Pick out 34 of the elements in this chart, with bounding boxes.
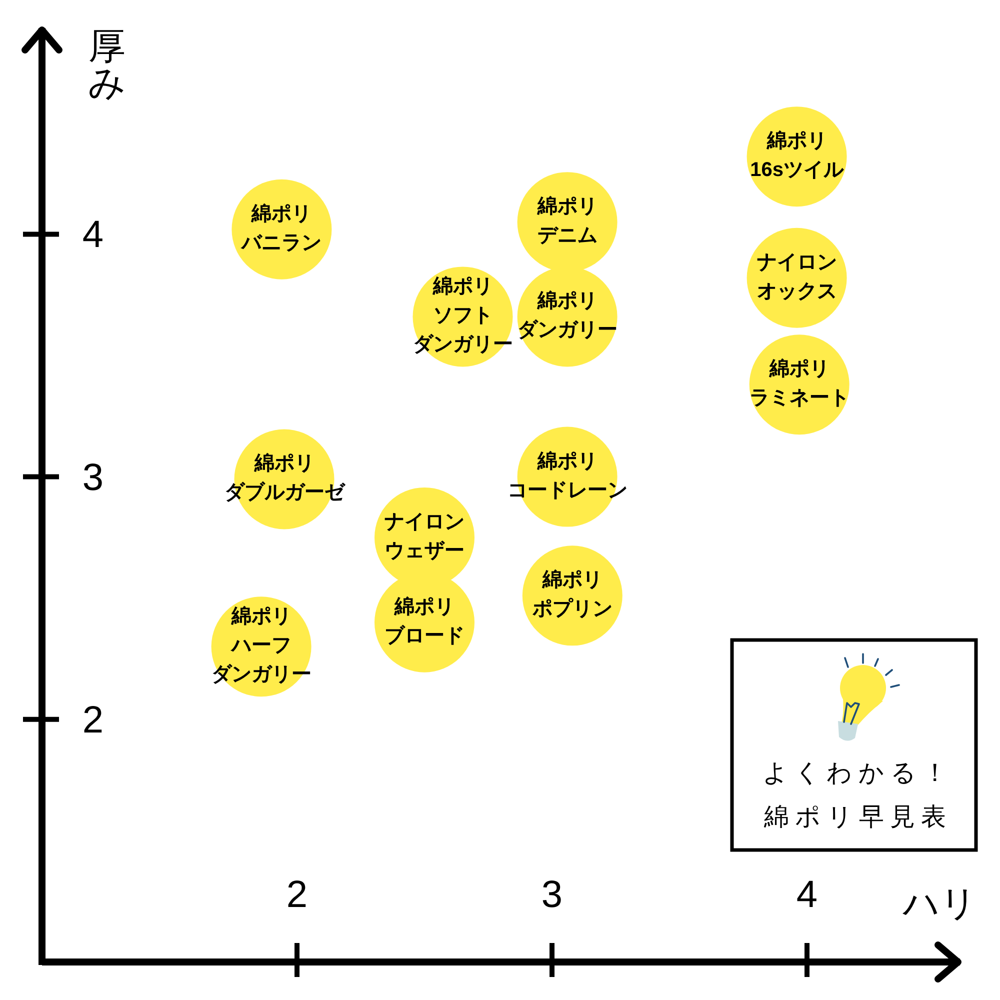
title: よくわかる！	[762, 759, 954, 787]
point-label: 綿ポリ	[432, 276, 493, 298]
point-label: 綿ポリ	[769, 358, 830, 380]
point-label: 綿ポリ	[254, 452, 314, 475]
subtitle: 綿ポリ早見表	[764, 803, 952, 831]
y-tick-label: 2	[82, 699, 104, 742]
point-label: ダンガリー	[517, 319, 618, 342]
x-tick-label: 2	[286, 874, 308, 916]
y-tick-label: 4	[82, 214, 104, 256]
point-label: ナイロン	[756, 251, 837, 274]
point-label: バニラン	[242, 232, 322, 254]
point-label: ソフト	[432, 304, 493, 327]
point-label: 綿ポリ	[252, 202, 312, 225]
point-label: 16sツイル	[750, 159, 844, 182]
point-label: 綿ポリ	[542, 569, 602, 592]
point-label: 綿ポリ	[394, 596, 454, 618]
point-label: オックス	[756, 280, 837, 302]
point-label: 綿ポリ	[537, 196, 598, 218]
point-label: ウェザー	[384, 540, 464, 562]
point-label: ナイロン	[384, 510, 464, 533]
point-label: 綿ポリ	[537, 450, 598, 472]
x-axis-title: ハリ	[903, 882, 977, 924]
y-tick-label: 3	[82, 456, 104, 499]
point-label: ラミネート	[749, 387, 850, 410]
y-axis-title: 厚み	[88, 26, 126, 104]
x-tick-label: 3	[541, 874, 563, 916]
point-label: 綿ポリ	[537, 290, 598, 312]
point-label: 綿ポリ	[231, 606, 292, 628]
point-label: ブロード	[384, 624, 464, 647]
point-label: 綿ポリ	[766, 130, 827, 152]
point-label: ポプリン	[532, 598, 612, 620]
point-label: デニム	[537, 224, 598, 247]
x-tick-label: 4	[796, 874, 818, 916]
point-label: ハーフ	[231, 634, 292, 657]
